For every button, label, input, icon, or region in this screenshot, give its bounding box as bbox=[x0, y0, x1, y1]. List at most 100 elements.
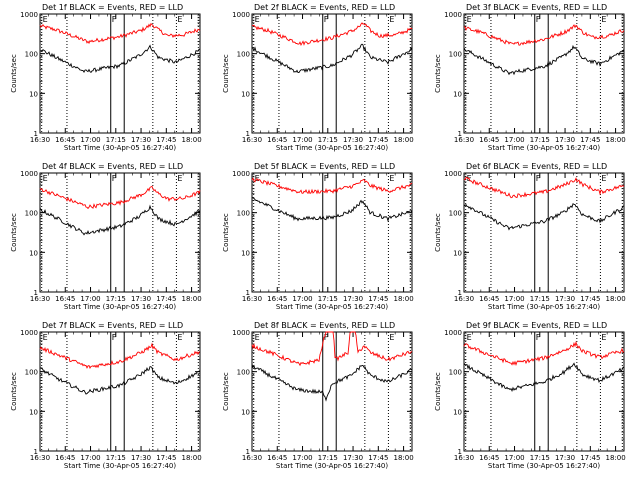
x-tick-label: 17:30 bbox=[343, 454, 363, 462]
x-tick-label: 16:30 bbox=[30, 295, 50, 303]
panel-7: Det 7f BLACK = Events, RED = LLD 1 10 100 10… bbox=[10, 321, 202, 470]
y-axis-label: Counts/sec bbox=[222, 372, 230, 411]
x-tick-label: 17:00 bbox=[80, 295, 100, 303]
y-tick-label: 1000 bbox=[20, 11, 38, 19]
x-tick-label: 16:30 bbox=[30, 136, 50, 144]
x-tick-label: 18:00 bbox=[181, 295, 201, 303]
y-tick-label: 10 bbox=[453, 408, 462, 416]
x-tick-label: 18:00 bbox=[605, 454, 625, 462]
y-tick-label: 100 bbox=[449, 51, 462, 59]
x-tick-label: 16:45 bbox=[267, 136, 287, 144]
y-axis-label: Counts/sec bbox=[10, 372, 18, 411]
y-tick-label: 10 bbox=[29, 90, 38, 98]
x-tick-label: 17:00 bbox=[504, 295, 524, 303]
panel-5: Det 5f BLACK = Events, RED = LLD 1 10 100 10… bbox=[222, 162, 414, 311]
x-tick-label: 17:45 bbox=[580, 136, 600, 144]
x-axis-label: Start Time (30-Apr-05 16:27:40) bbox=[488, 144, 600, 152]
y-tick-label: 100 bbox=[237, 369, 250, 377]
time-marker-label: F bbox=[536, 174, 541, 183]
x-tick-label: 16:30 bbox=[242, 454, 262, 462]
x-tick-label: 17:30 bbox=[555, 136, 575, 144]
x-tick-label: 17:30 bbox=[131, 295, 151, 303]
x-tick-label: 18:00 bbox=[605, 295, 625, 303]
y-tick-label: 1 bbox=[246, 289, 250, 297]
panel-title: Det 7f BLACK = Events, RED = LLD bbox=[42, 321, 183, 330]
y-tick-label: 1 bbox=[246, 448, 250, 456]
series-lld bbox=[251, 22, 413, 46]
x-tick-label: 18:00 bbox=[393, 454, 413, 462]
x-tick-label: 18:00 bbox=[393, 295, 413, 303]
y-tick-label: 10 bbox=[453, 90, 462, 98]
series-events bbox=[39, 204, 201, 236]
x-tick-label: 17:30 bbox=[131, 454, 151, 462]
y-tick-label: 100 bbox=[449, 210, 462, 218]
time-marker-label: E bbox=[389, 174, 394, 183]
x-tick-label: 16:30 bbox=[454, 136, 474, 144]
panel-title: Det 3f BLACK = Events, RED = LLD bbox=[466, 3, 607, 12]
y-tick-label: 1 bbox=[34, 130, 38, 138]
x-tick-label: 17:30 bbox=[555, 454, 575, 462]
x-tick-label: 16:45 bbox=[267, 454, 287, 462]
plot-frame bbox=[251, 331, 413, 452]
plot-frame bbox=[39, 172, 201, 293]
x-tick-label: 16:45 bbox=[267, 295, 287, 303]
series-lld bbox=[39, 185, 201, 210]
series-lld bbox=[463, 340, 625, 367]
panel-title: Det 2f BLACK = Events, RED = LLD bbox=[254, 3, 395, 12]
y-axis-label: Counts/sec bbox=[222, 54, 230, 93]
plot-frame bbox=[251, 13, 413, 134]
y-tick-label: 1 bbox=[458, 448, 462, 456]
y-tick-label: 1000 bbox=[444, 11, 462, 19]
y-axis-label: Counts/sec bbox=[434, 213, 442, 252]
panel-title: Det 4f BLACK = Events, RED = LLD bbox=[42, 162, 183, 171]
x-tick-label: 17:15 bbox=[318, 136, 338, 144]
x-tick-label: 17:45 bbox=[156, 295, 176, 303]
y-tick-label: 1000 bbox=[232, 329, 250, 337]
time-marker-label: E bbox=[43, 333, 48, 342]
series-events bbox=[40, 366, 201, 395]
x-tick-label: 17:30 bbox=[343, 136, 363, 144]
x-tick-label: 17:15 bbox=[106, 136, 126, 144]
time-marker-label: E bbox=[177, 15, 182, 24]
panel-title: Det 6f BLACK = Events, RED = LLD bbox=[466, 162, 607, 171]
panel-title: Det 8f BLACK = Events, RED = LLD bbox=[254, 321, 395, 330]
time-marker-label: E bbox=[177, 333, 182, 342]
time-marker-label: F bbox=[536, 333, 541, 342]
y-tick-label: 10 bbox=[241, 90, 250, 98]
x-tick-label: 17:30 bbox=[555, 295, 575, 303]
time-marker-label: E bbox=[255, 15, 260, 24]
x-tick-label: 16:30 bbox=[454, 454, 474, 462]
x-tick-label: 17:45 bbox=[156, 136, 176, 144]
x-tick-label: 18:00 bbox=[605, 136, 625, 144]
y-tick-label: 10 bbox=[453, 249, 462, 257]
time-marker-label: E bbox=[601, 333, 606, 342]
series-lld bbox=[39, 342, 201, 369]
time-marker-label: E bbox=[43, 15, 48, 24]
panel-2: Det 2f BLACK = Events, RED = LLD 1 10 100 10… bbox=[222, 3, 414, 152]
x-tick-label: 17:15 bbox=[530, 136, 550, 144]
panel-1: Det 1f BLACK = Events, RED = LLD 1 10 100 10… bbox=[10, 3, 202, 152]
time-marker-label: F bbox=[324, 333, 329, 342]
series-events bbox=[251, 196, 413, 223]
x-axis-label: Start Time (30-Apr-05 16:27:40) bbox=[64, 144, 176, 152]
x-axis-label: Start Time (30-Apr-05 16:27:40) bbox=[64, 303, 176, 311]
y-tick-label: 1000 bbox=[20, 329, 38, 337]
y-axis-label: Counts/sec bbox=[10, 213, 18, 252]
time-marker-label: E bbox=[177, 174, 182, 183]
x-tick-label: 17:45 bbox=[580, 454, 600, 462]
panel-title: Det 1f BLACK = Events, RED = LLD bbox=[42, 3, 183, 12]
time-marker-label: F bbox=[112, 174, 117, 183]
series-events bbox=[463, 203, 625, 231]
x-axis-label: Start Time (30-Apr-05 16:27:40) bbox=[276, 303, 388, 311]
x-tick-label: 16:45 bbox=[479, 295, 499, 303]
plot-frame bbox=[39, 13, 201, 134]
panel-title: Det 9f BLACK = Events, RED = LLD bbox=[466, 321, 607, 330]
x-tick-label: 17:00 bbox=[504, 454, 524, 462]
x-tick-label: 17:00 bbox=[292, 295, 312, 303]
y-tick-label: 1 bbox=[458, 130, 462, 138]
time-marker-label: F bbox=[112, 333, 117, 342]
series-events bbox=[251, 363, 413, 402]
x-tick-label: 17:00 bbox=[80, 136, 100, 144]
time-marker-label: F bbox=[112, 15, 117, 24]
y-axis-label: Counts/sec bbox=[222, 213, 230, 252]
